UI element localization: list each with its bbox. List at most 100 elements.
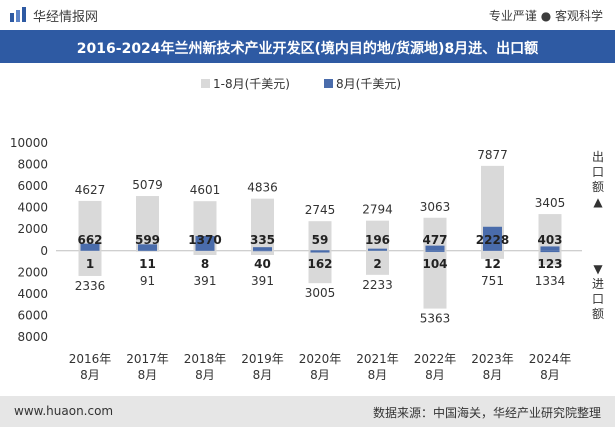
bar-cumulative-import xyxy=(308,250,332,284)
bar-cumulative-import xyxy=(251,250,274,255)
x-tick-label-month: 8月 xyxy=(483,368,503,382)
bar-cumulative-import xyxy=(136,250,159,252)
label-monthly-import: 12 xyxy=(484,257,501,271)
legend-swatch-monthly xyxy=(324,79,333,88)
bars xyxy=(78,165,562,309)
label-cumulative-export: 4627 xyxy=(75,183,106,197)
label-cumulative-import: 391 xyxy=(194,274,217,288)
y-tick-label: 8000 xyxy=(17,158,48,172)
y-tick-label: 6000 xyxy=(17,179,48,193)
legend-label-cumulative: 1-8月(千美元) xyxy=(213,77,290,91)
label-monthly-import: 104 xyxy=(422,257,447,271)
label-cumulative-export: 5079 xyxy=(132,178,163,192)
label-monthly-export: 1370 xyxy=(188,233,221,247)
label-monthly-import: 162 xyxy=(307,257,332,271)
chart: 1-8月(千美元) 8月(千美元) 10000 8000 6000 4000 2000 0… xyxy=(10,77,604,382)
bar-cumulative-export xyxy=(78,200,102,251)
label-cumulative-export: 3063 xyxy=(420,200,451,214)
label-monthly-export: 2228 xyxy=(476,233,509,247)
bar-monthly-export xyxy=(195,236,215,251)
bar-monthly-import xyxy=(310,250,330,253)
right-label-export: 出口额▲ xyxy=(592,150,604,209)
top-bar: 华经情报网 专业严谨 ● 客观科学 xyxy=(0,0,615,30)
title-bar: 2016-2024年兰州新技术产业开发区(境内目的地/货源地)8月进、出口额 xyxy=(0,30,615,63)
label-cumulative-export: 2794 xyxy=(362,203,393,217)
label-cumulative-export: 4836 xyxy=(247,181,278,195)
label-cumulative-import: 2336 xyxy=(75,279,106,293)
label-cumulative-export: 2745 xyxy=(305,203,336,217)
label-cumulative-export: 3405 xyxy=(535,196,566,210)
label-cumulative-import: 5363 xyxy=(420,312,451,326)
label-cumulative-import: 391 xyxy=(251,274,274,288)
legend: 1-8月(千美元) 8月(千美元) xyxy=(201,77,401,91)
bar-cumulative-import xyxy=(423,250,447,309)
x-tick-label-month: 8月 xyxy=(310,368,330,382)
label-cumulative-import: 751 xyxy=(481,274,504,288)
x-tick-label-month: 8月 xyxy=(368,368,388,382)
label-monthly-import: 1 xyxy=(86,257,94,271)
right-label-import: ▼进口额 xyxy=(592,262,604,321)
bar-cumulative-export xyxy=(538,214,562,251)
legend-swatch-cumulative xyxy=(201,79,210,88)
y-tick-label: 4000 xyxy=(17,201,48,215)
x-tick-label-year: 2022年 xyxy=(414,352,457,366)
bar-monthly-export xyxy=(368,248,387,251)
y-tick-label: 4000 xyxy=(17,287,48,301)
x-tick-label-year: 2023年 xyxy=(471,352,514,366)
x-tick-label-year: 2021年 xyxy=(356,352,399,366)
right-axis-labels: 出口额▲ ▼进口额 xyxy=(592,150,604,321)
logo-icon xyxy=(10,7,26,22)
label-monthly-import: 123 xyxy=(537,257,562,271)
label-monthly-import: 8 xyxy=(201,257,209,271)
label-monthly-export: 335 xyxy=(250,233,275,247)
bar-monthly-export xyxy=(253,247,272,251)
bar-monthly-import xyxy=(425,250,445,252)
label-cumulative-import: 91 xyxy=(140,274,155,288)
y-axis: 10000 8000 6000 4000 2000 0 2000 4000 6000 8000 xyxy=(10,136,582,344)
x-axis: 2016年 8月 2017年 8月 2018年 8月 2019年 8月 2020年 8月 2021年… xyxy=(69,352,572,382)
chart-title: 2016-2024年兰州新技术产业开发区(境内目的地/货源地)8月进、出口额 xyxy=(76,41,539,57)
data-labels: 4627 662 1 2336 5079 599 11 91 4601 1370 8 391 4836 3… xyxy=(75,148,566,326)
legend-label-monthly: 8月(千美元) xyxy=(336,77,401,91)
label-cumulative-export: 4601 xyxy=(190,183,221,197)
label-cumulative-import: 2233 xyxy=(362,278,393,292)
x-tick-label-month: 8月 xyxy=(540,368,560,382)
label-cumulative-export: 7877 xyxy=(477,148,508,162)
x-tick-label-year: 2020年 xyxy=(299,352,342,366)
brand-name: 华经情报网 xyxy=(33,10,99,25)
y-tick-label: 0 xyxy=(40,244,48,258)
footer-source: 数据来源：中国海关，华经产业研究院整理 xyxy=(372,406,601,420)
label-monthly-import: 11 xyxy=(139,257,156,271)
bar-monthly-export xyxy=(483,226,502,251)
label-monthly-export: 403 xyxy=(537,233,562,247)
bar-monthly-export xyxy=(80,243,100,251)
x-tick-label-month: 8月 xyxy=(80,368,100,382)
x-tick-label-month: 8月 xyxy=(253,368,273,382)
bar-cumulative-import xyxy=(366,250,389,275)
x-tick-label-month: 8月 xyxy=(138,368,158,382)
bar-monthly-import xyxy=(540,250,560,253)
bar-monthly-export xyxy=(425,245,445,251)
label-monthly-import: 2 xyxy=(373,257,381,271)
bar-monthly-export xyxy=(540,246,560,251)
x-tick-label-year: 2017年 xyxy=(126,352,169,366)
x-tick-label-year: 2019年 xyxy=(241,352,284,366)
bar-monthly-export xyxy=(138,244,157,251)
bar-cumulative-export xyxy=(251,198,274,251)
label-monthly-import: 40 xyxy=(254,257,271,271)
label-monthly-export: 599 xyxy=(135,233,160,247)
y-tick-label: 6000 xyxy=(17,308,48,322)
bar-cumulative-import xyxy=(78,250,102,276)
bar-cumulative-export xyxy=(308,221,332,251)
x-tick-label-month: 8月 xyxy=(425,368,445,382)
bar-cumulative-import xyxy=(538,250,562,266)
y-tick-label: 8000 xyxy=(17,330,48,344)
x-tick-label-year: 2016年 xyxy=(69,352,112,366)
x-tick-label-year: 2024年 xyxy=(529,352,572,366)
label-cumulative-import: 1334 xyxy=(535,274,566,288)
bar-cumulative-export xyxy=(366,220,389,251)
label-monthly-export: 477 xyxy=(422,233,447,247)
x-tick-label-month: 8月 xyxy=(195,368,215,382)
y-tick-label: 10000 xyxy=(10,136,48,150)
